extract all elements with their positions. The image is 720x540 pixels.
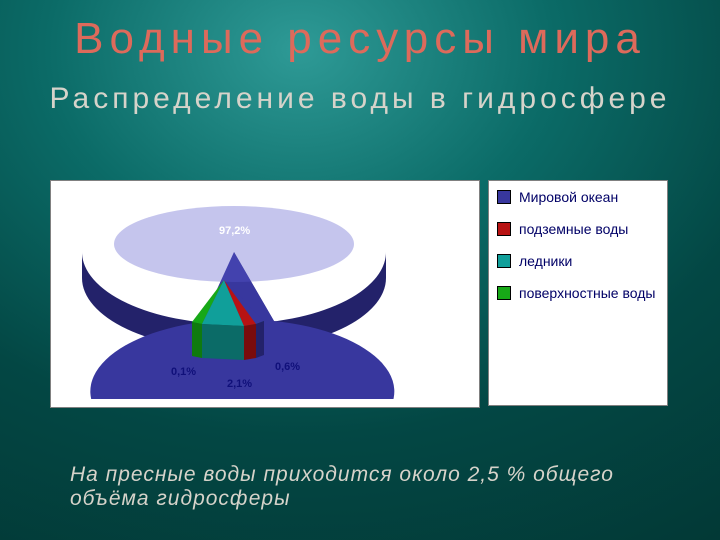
pie-3d: 97,2% 0,6% 2,1% 0,1% [69,189,399,399]
legend-label: подземные воды [519,221,628,237]
data-label-glaciers: 2,1% [227,378,252,390]
legend-swatch-ocean [497,190,511,204]
legend-item-groundwater: подземные воды [497,221,659,237]
page-subtitle: Распределение воды в гидросфере [0,64,720,116]
page-title: Водные ресурсы мира [0,0,720,64]
legend-item-surface: поверхностные воды [497,285,659,301]
legend: Мировой океан подземные воды ледники пов… [488,180,668,406]
legend-label: поверхностные воды [519,285,655,301]
legend-item-ocean: Мировой океан [497,189,659,205]
chart-box: 97,2% 0,6% 2,1% 0,1% [50,180,480,408]
legend-swatch-surface [497,286,511,300]
legend-swatch-glaciers [497,254,511,268]
data-label-groundwater: 0,6% [275,361,300,373]
data-label-surface: 0,1% [171,366,196,378]
legend-label: Мировой океан [519,189,618,205]
data-label-ocean: 97,2% [219,225,250,237]
chart-area: 97,2% 0,6% 2,1% 0,1% Мировой океан подзе… [50,180,670,430]
footnote: На пресные воды приходится около 2,5 % о… [70,463,630,511]
legend-label: ледники [519,253,572,269]
legend-item-glaciers: ледники [497,253,659,269]
legend-swatch-groundwater [497,222,511,236]
